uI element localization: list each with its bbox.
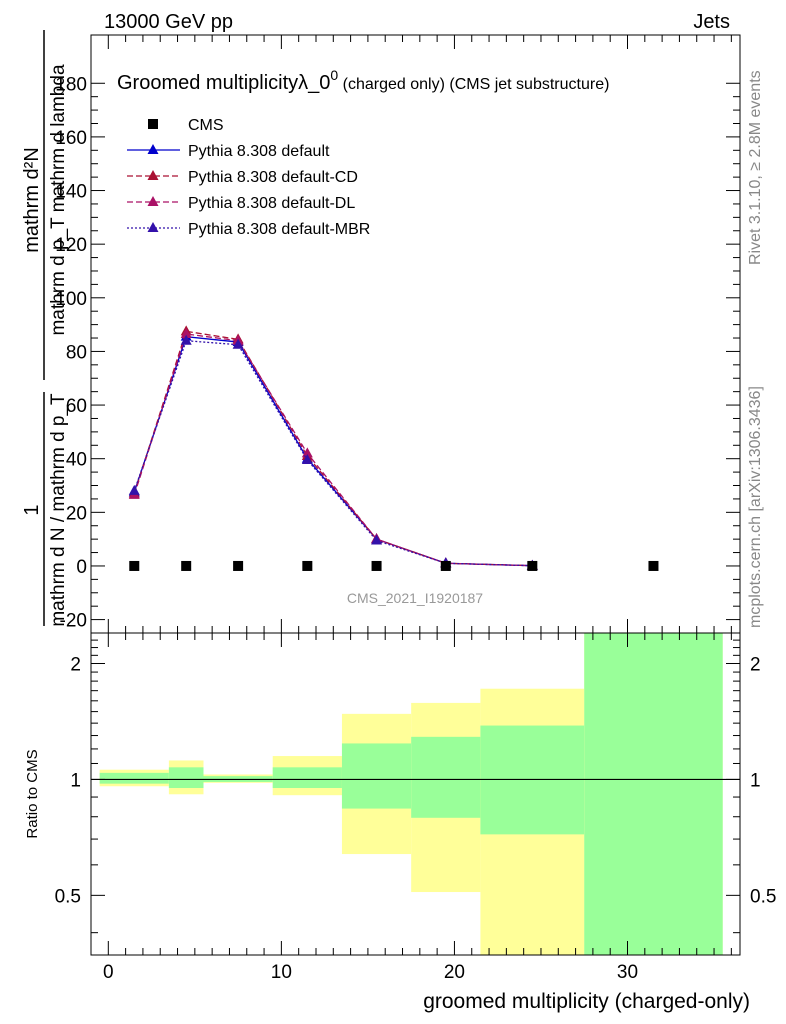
series-point-3: [180, 328, 192, 338]
cms-points: [129, 560, 659, 571]
y-label-numerator: mathrm d²N: [21, 147, 43, 253]
mcplots-label: mcplots.cern.ch [arXiv:1306.3436]: [747, 386, 764, 628]
legend-marker: [147, 170, 159, 180]
upper-y-axis: -20 0 20 40 60 80 100 120 140 160 180: [55, 35, 740, 633]
lower-panel: 0.5 0.5 1 1 2 2 0 10 20 30: [55, 632, 776, 983]
cms-data-point: [129, 560, 140, 571]
header-left: 13000 GeV pp: [104, 11, 233, 33]
ratio-band-green: [341, 743, 412, 809]
lower-y-tick-label-right: 1: [750, 770, 761, 791]
x-axis-label: groomed multiplicity (charged-only): [423, 990, 750, 1013]
legend-marker: [147, 144, 159, 154]
legend-marker: [147, 196, 159, 206]
lower-y-tick-label: 1: [70, 770, 81, 791]
lower-y-tick-label: 2: [70, 654, 81, 675]
series-point-4: [180, 334, 192, 345]
lower-y-axis: 0.5 0.5 1 1 2 2: [55, 639, 776, 934]
ratio-band-green: [272, 767, 342, 788]
upper-series: [128, 325, 538, 570]
lower-y-tick-label-right: 2: [750, 654, 761, 675]
cms-data-point: [371, 560, 382, 571]
legend-marker: [148, 119, 158, 129]
series-point-4: [128, 484, 140, 495]
rivet-label: Rivet 3.1.10, ≥ 2.8M events: [747, 70, 764, 265]
header-right: Jets: [693, 11, 730, 33]
upper-panel: -20 0 20 40 60 80 100 120 140 160 180: [55, 34, 741, 634]
x-tick-label: 0: [103, 962, 114, 983]
cms-data-point: [233, 560, 244, 571]
chart-title-suffix: (charged only) (CMS jet substructure): [338, 76, 609, 93]
upper-y-tick-label: 60: [66, 396, 87, 417]
legend-label: Pythia 8.308 default-DL: [188, 195, 355, 212]
chart-title-sup: 0: [330, 67, 338, 83]
chart-title-main: Groomed multiplicityλ_0: [117, 72, 330, 94]
legend: CMS Pythia 8.308 default Pythia 8.308 defa…: [127, 117, 370, 238]
upper-y-tick-label: 140: [55, 182, 87, 203]
ratio-band-green: [411, 736, 481, 818]
legend-label: Pythia 8.308 default-MBR: [188, 221, 370, 238]
upper-y-tick-label: 0: [76, 557, 87, 578]
upper-y-tick-label: 180: [55, 74, 87, 95]
ratio-bands: [99, 633, 723, 955]
cms-data-point: [302, 560, 313, 571]
upper-y-tick-label: 20: [66, 503, 87, 524]
series-line-3: [133, 333, 533, 567]
series-point-3: [301, 447, 313, 458]
upper-y-tick-label: 40: [66, 450, 87, 471]
series-line-4: [133, 340, 533, 567]
lower-y-tick-label-right: 0.5: [750, 886, 776, 907]
series-line-2: [133, 330, 533, 567]
y-label-prefix-one: 1: [21, 504, 43, 515]
ratio-band-green: [168, 767, 204, 788]
upper-y-tick-label: 80: [66, 342, 87, 363]
series-point-4: [232, 338, 244, 349]
upper-y-tick-label: -20: [60, 611, 87, 632]
x-tick-label: 10: [271, 962, 292, 983]
legend-label: CMS: [188, 117, 224, 134]
legend-label: Pythia 8.308 default: [188, 143, 330, 160]
y-label-prefix-den: mathrm d N / mathrm d p_T: [48, 393, 69, 627]
ratio-y-label: Ratio to CMS: [24, 749, 41, 838]
x-axis: 0 10 20 30: [103, 633, 732, 983]
ratio-band-green: [99, 772, 169, 784]
cms-data-point: [440, 560, 451, 571]
watermark: CMS_2021_I1920187: [347, 590, 483, 606]
cms-data-point: [648, 560, 659, 571]
upper-y-label: 1 mathrm d N / mathrm d p_T mathrm d²N m…: [21, 30, 69, 627]
x-tick-label: 30: [617, 962, 638, 983]
series-line-1: [133, 335, 533, 567]
cms-data-point: [181, 560, 192, 571]
lower-frame: [90, 632, 741, 956]
legend-marker: [147, 222, 159, 232]
chart-title: Groomed multiplicityλ_00 (charged only) …: [117, 67, 609, 94]
lower-y-tick-label: 0.5: [55, 886, 81, 907]
upper-y-tick-label: 100: [55, 289, 87, 310]
ratio-band-green: [584, 633, 723, 955]
series-point-4: [301, 454, 313, 465]
upper-y-tick-label: 120: [55, 235, 87, 256]
legend-label: Pythia 8.308 default-CD: [188, 169, 358, 186]
y-label-denominator: mathrm d p_T mathrm d lambda: [48, 64, 69, 335]
cms-data-point: [527, 560, 538, 571]
series-point-4: [371, 534, 383, 545]
x-tick-label: 20: [444, 962, 465, 983]
upper-y-tick-label: 160: [55, 128, 87, 149]
